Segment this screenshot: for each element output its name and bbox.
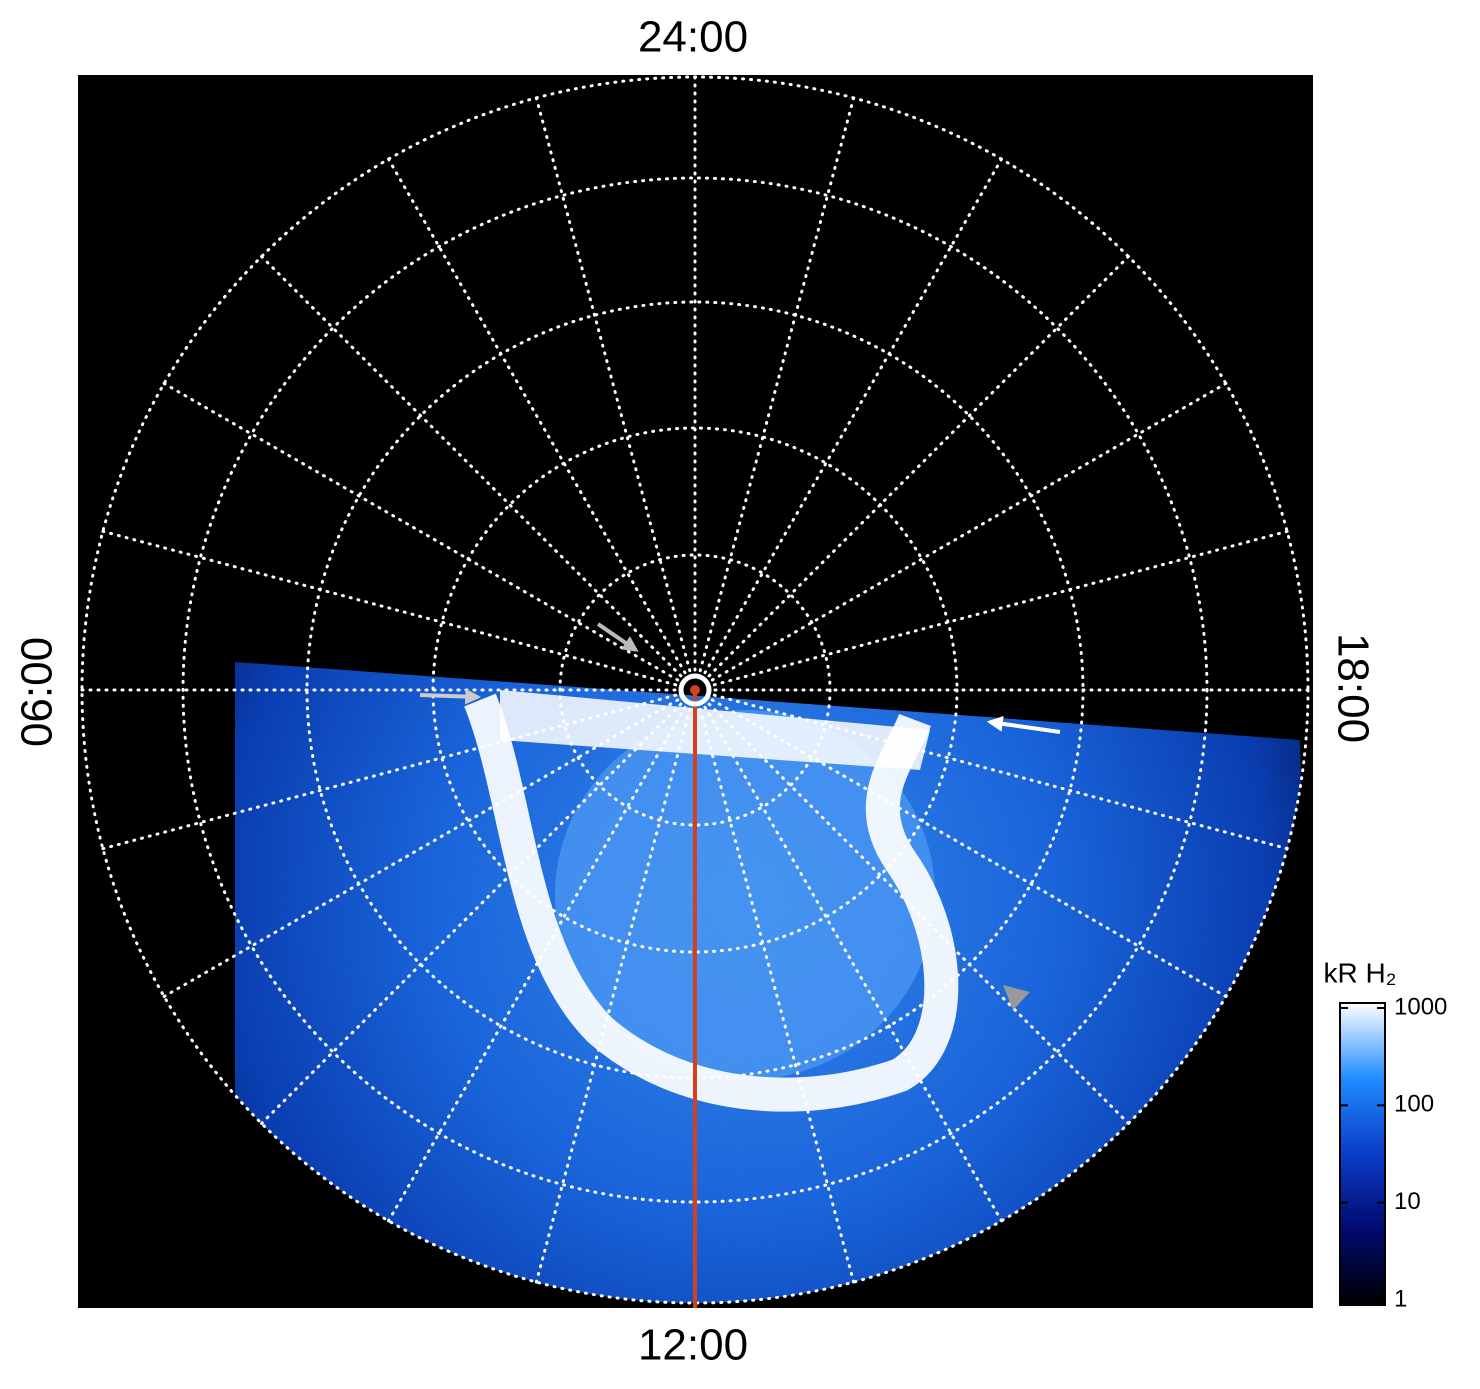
grid-spoke: [387, 705, 687, 1223]
grid-spoke: [703, 157, 1003, 675]
arrow: [596, 622, 639, 652]
grid-spoke: [387, 157, 687, 675]
grid-spoke: [707, 702, 1130, 1125]
lt-label: 12:00: [638, 1321, 748, 1370]
main-oval: [464, 693, 959, 1112]
grid-spoke: [534, 96, 692, 673]
arrow: [986, 715, 1061, 734]
grid-spoke: [703, 705, 1003, 1223]
grid-spoke: [707, 255, 1130, 678]
grid-spoke: [698, 707, 856, 1284]
colorbar-ticks: 1 10 100 1000: [1340, 993, 1447, 1312]
grid: [80, 75, 1310, 1305]
pole-dot: [690, 685, 700, 695]
grid-spoke: [534, 707, 692, 1284]
arrowhead: [1003, 985, 1030, 1010]
polar-cap: [555, 710, 935, 1080]
bright-limb: [500, 690, 930, 770]
grid-spoke: [710, 382, 1228, 682]
colorbar: [1339, 1002, 1386, 1306]
grid-spoke: [712, 693, 1289, 851]
grid-spoke: [101, 529, 678, 687]
pole-marker: [678, 673, 712, 707]
grid-spoke: [260, 702, 683, 1125]
colorbar-tick-label: 1: [1394, 1285, 1407, 1312]
grid-spoke: [101, 693, 678, 851]
grid-spoke: [712, 529, 1289, 687]
aurora: [235, 662, 1308, 1303]
arrow: [419, 688, 482, 705]
colorbar-tick-label: 10: [1394, 1188, 1421, 1215]
lt-label: 06:00: [13, 637, 62, 747]
colorbar-tick-label: 1000: [1394, 993, 1447, 1020]
grid-spoke: [710, 698, 1228, 998]
lt-label: 18:00: [1328, 633, 1377, 743]
grid-spoke: [260, 255, 683, 678]
grid-circle: [181, 176, 1209, 1204]
lt-label: 24:00: [638, 13, 748, 62]
grid-spoke: [698, 96, 856, 673]
grid-circle: [558, 553, 832, 827]
grid-spoke: [162, 382, 680, 682]
colorbar-tick-label: 100: [1394, 1091, 1434, 1118]
grid-spoke: [162, 698, 680, 998]
colorbar-label: kR H₂: [1323, 957, 1396, 988]
